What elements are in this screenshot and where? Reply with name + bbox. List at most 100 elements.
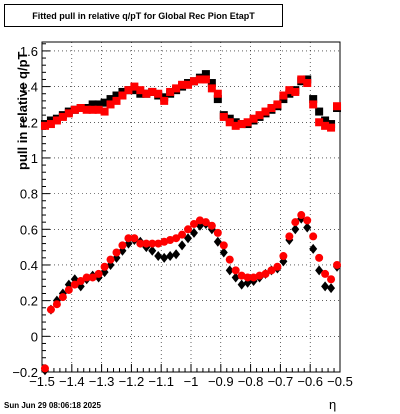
data-point-square bbox=[64, 109, 73, 118]
y-tick-label: 1.4 bbox=[20, 80, 38, 95]
data-point-square bbox=[297, 75, 306, 84]
data-point-circle bbox=[261, 269, 270, 278]
data-point-circle bbox=[76, 277, 85, 286]
data-point-square bbox=[261, 107, 270, 116]
data-point-circle bbox=[40, 364, 49, 373]
data-point-circle bbox=[279, 252, 288, 261]
data-point-square bbox=[213, 95, 222, 104]
data-point-square bbox=[100, 107, 109, 116]
data-point-square bbox=[58, 112, 67, 121]
data-point-circle bbox=[88, 273, 97, 282]
data-point-square bbox=[142, 89, 151, 98]
x-tick-label: −0.9 bbox=[208, 374, 234, 389]
data-point-diamond bbox=[213, 236, 222, 247]
data-point-circle bbox=[333, 260, 342, 269]
data-point-square bbox=[160, 96, 169, 105]
data-point-square bbox=[201, 70, 210, 79]
data-point-circle bbox=[285, 232, 294, 241]
data-point-diamond bbox=[237, 279, 246, 290]
data-point-circle bbox=[315, 253, 324, 262]
data-point-circle bbox=[231, 266, 240, 275]
data-point-square bbox=[40, 121, 49, 130]
data-point-square bbox=[189, 77, 198, 86]
data-point-circle bbox=[327, 275, 336, 284]
data-point-diamond bbox=[291, 224, 300, 235]
data-point-circle bbox=[267, 266, 276, 275]
y-tick-label: −0.2 bbox=[12, 365, 38, 380]
data-point-circle bbox=[124, 234, 133, 243]
data-point-square bbox=[273, 100, 282, 109]
data-point-circle bbox=[207, 221, 216, 230]
data-point-circle bbox=[136, 239, 145, 248]
x-axis-label: η bbox=[329, 397, 337, 412]
data-point-circle bbox=[243, 273, 252, 282]
data-point-square bbox=[94, 105, 103, 114]
data-point-square bbox=[303, 79, 312, 88]
data-point-square bbox=[309, 100, 318, 109]
data-point-circle bbox=[225, 255, 234, 264]
x-tick-label: −1.4 bbox=[59, 374, 85, 389]
data-point-square bbox=[321, 121, 330, 130]
data-point-circle bbox=[201, 218, 210, 227]
data-point-square bbox=[201, 75, 210, 84]
x-tick-label: −0.6 bbox=[297, 374, 323, 389]
x-tick-label: −0.5 bbox=[327, 374, 353, 389]
y-tick-label: 0.4 bbox=[20, 258, 38, 273]
data-point-circle bbox=[178, 230, 187, 239]
data-point-circle bbox=[303, 216, 312, 225]
data-point-square bbox=[106, 95, 115, 104]
data-point-square bbox=[136, 86, 145, 95]
data-point-square bbox=[148, 87, 157, 96]
data-point-diamond bbox=[189, 227, 198, 238]
data-point-square bbox=[195, 75, 204, 84]
data-point-square bbox=[172, 84, 181, 93]
chart-title: Fitted pull in relative q/pT for Global … bbox=[4, 4, 283, 27]
y-tick-label: 0.8 bbox=[20, 187, 38, 202]
data-point-circle bbox=[297, 211, 306, 220]
data-point-square bbox=[291, 87, 300, 96]
data-point-square bbox=[184, 80, 193, 89]
data-point-square bbox=[237, 120, 246, 129]
data-point-square bbox=[333, 102, 342, 111]
data-point-circle bbox=[94, 269, 103, 278]
y-tick-label: 0 bbox=[31, 329, 38, 344]
data-point-square bbox=[243, 118, 252, 127]
data-point-circle bbox=[64, 285, 73, 294]
data-point-diamond bbox=[303, 222, 312, 233]
data-point-square bbox=[88, 105, 97, 114]
data-point-square bbox=[88, 100, 97, 109]
data-point-circle bbox=[172, 234, 181, 243]
data-point-square bbox=[112, 96, 121, 105]
data-point-circle bbox=[112, 248, 121, 257]
data-point-diamond bbox=[178, 240, 187, 251]
data-point-circle bbox=[106, 255, 115, 264]
data-point-square bbox=[106, 100, 115, 109]
x-tick-labels: −1.5 −1.4 −1.3 −1.2 −1.1 −1 −0.9 −0.8 −0.7 −0.6 −0… bbox=[29, 374, 353, 389]
data-point-square bbox=[327, 123, 336, 132]
data-point-diamond bbox=[184, 233, 193, 244]
data-point-circle bbox=[189, 219, 198, 228]
data-point-square bbox=[94, 100, 103, 109]
data-point-diamond bbox=[309, 243, 318, 254]
data-point-circle bbox=[309, 232, 318, 241]
data-point-diamond bbox=[219, 247, 228, 258]
data-point-square bbox=[315, 118, 324, 127]
y-tick-label: 1 bbox=[31, 151, 38, 166]
data-point-square bbox=[207, 84, 216, 93]
data-markers bbox=[40, 70, 342, 376]
data-point-diamond bbox=[172, 249, 181, 260]
data-point-square bbox=[112, 91, 121, 100]
timestamp: Sun Jun 29 08:06:18 2025 bbox=[4, 401, 101, 410]
y-tick-label: 0.6 bbox=[20, 222, 38, 237]
data-point-diamond bbox=[154, 251, 163, 262]
data-point-diamond bbox=[315, 265, 324, 276]
data-point-circle bbox=[148, 239, 157, 248]
y-tick-labels: −0.2 0 0.2 0.4 0.6 0.8 1 1.2 1.4 1.6 bbox=[12, 44, 38, 380]
data-point-square bbox=[76, 104, 85, 112]
x-tick-label: −1.3 bbox=[89, 374, 115, 389]
data-point-circle bbox=[291, 218, 300, 227]
data-point-square bbox=[46, 120, 55, 129]
x-tick-label: −1.5 bbox=[29, 374, 55, 389]
data-point-diamond bbox=[321, 281, 330, 292]
